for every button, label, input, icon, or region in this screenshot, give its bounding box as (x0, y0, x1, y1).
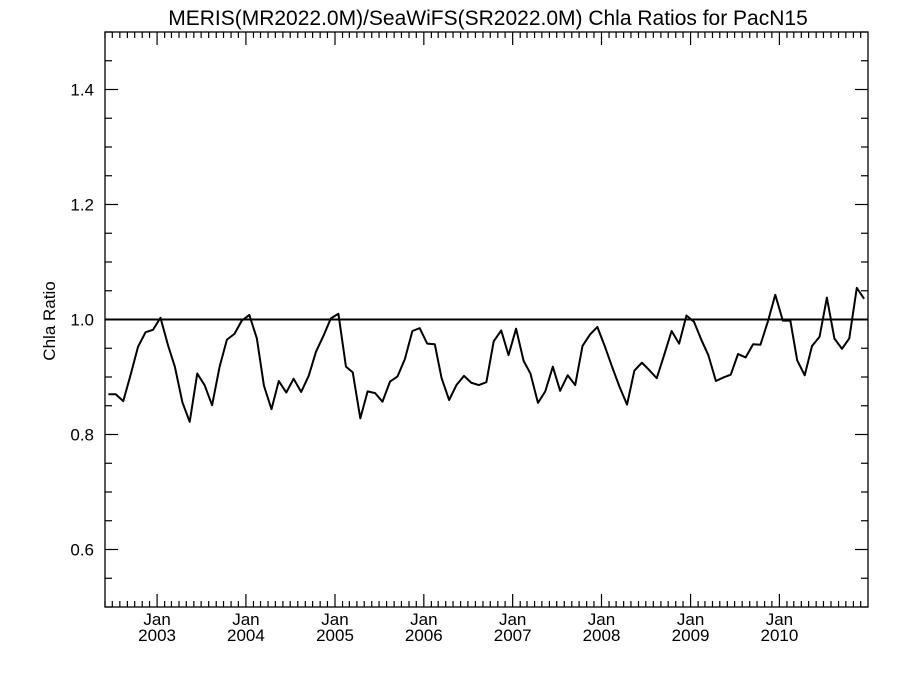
x-tick-year-label: 2004 (227, 626, 265, 645)
x-tick-month-label: Jan (321, 610, 348, 629)
series-line (108, 286, 865, 423)
x-tick-year-label: 2009 (672, 626, 710, 645)
x-tick-month-label: Jan (677, 610, 704, 629)
y-tick-label: 0.6 (70, 541, 94, 560)
x-tick-month-label: Jan (499, 610, 526, 629)
y-tick-label: 1.4 (70, 81, 94, 100)
x-tick-month-label: Jan (143, 610, 170, 629)
x-tick-month-label: Jan (588, 610, 615, 629)
x-tick-year-label: 2008 (583, 626, 621, 645)
y-tick-label: 1.2 (70, 196, 94, 215)
x-axis-ticks: Jan2003Jan2004Jan2005Jan2006Jan2007Jan20… (104, 32, 862, 645)
x-tick-month-label: Jan (766, 610, 793, 629)
x-tick-year-label: 2005 (316, 626, 354, 645)
x-tick-month-label: Jan (232, 610, 259, 629)
x-tick-year-label: 2010 (760, 626, 798, 645)
y-tick-label: 1.0 (70, 311, 94, 330)
x-tick-year-label: 2003 (138, 626, 176, 645)
y-axis-title: Chla Ratio (40, 281, 59, 360)
x-tick-year-label: 2007 (494, 626, 532, 645)
y-tick-label: 0.8 (70, 426, 94, 445)
x-tick-year-label: 2006 (405, 626, 443, 645)
x-tick-month-label: Jan (410, 610, 437, 629)
chart-title: MERIS(MR2022.0M)/SeaWiFS(SR2022.0M) Chla… (168, 7, 808, 30)
